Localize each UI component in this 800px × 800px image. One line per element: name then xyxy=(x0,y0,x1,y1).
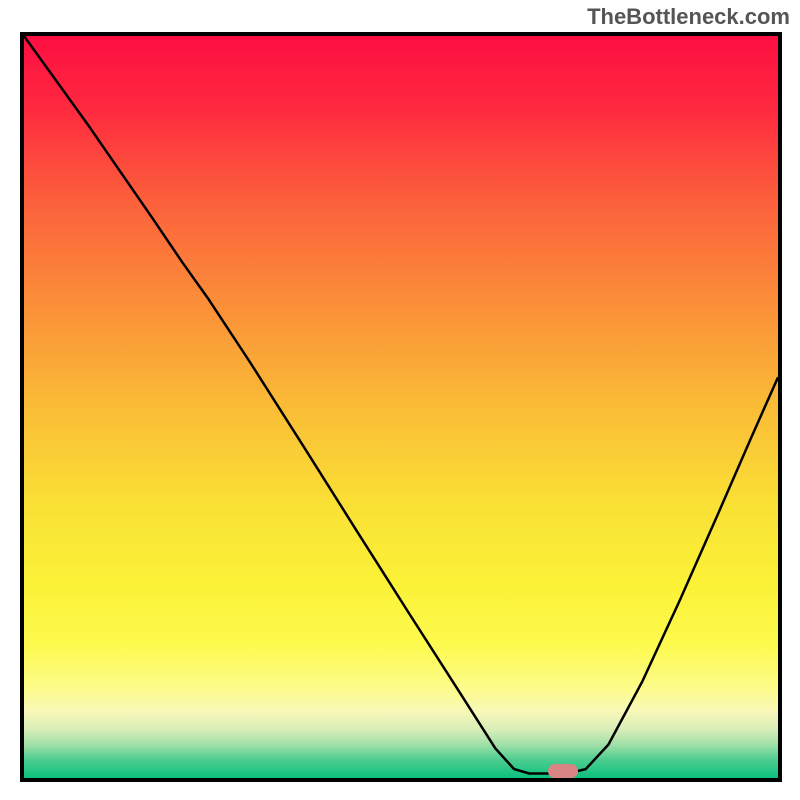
chart-container: TheBottleneck.com xyxy=(0,0,800,800)
plot-frame xyxy=(20,32,782,782)
watermark-text: TheBottleneck.com xyxy=(587,4,790,30)
optimal-marker xyxy=(548,764,578,778)
curve-svg xyxy=(24,36,778,778)
